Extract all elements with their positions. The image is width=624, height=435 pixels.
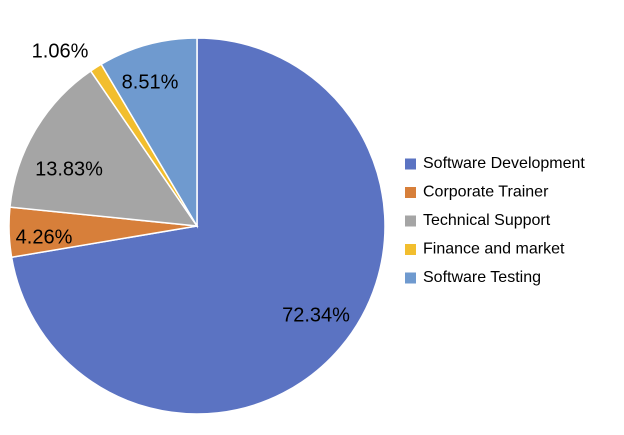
data-labels: 72.34% 4.26% 13.83% 1.06% 8.51% — [16, 40, 350, 326]
data-label-software-development: 72.34% — [282, 304, 350, 326]
legend-swatch-software-testing — [405, 272, 416, 284]
legend-label-technical-support: Technical Support — [423, 212, 551, 229]
legend-label-software-development: Software Development — [423, 155, 585, 172]
legend-label-software-testing: Software Testing — [423, 269, 541, 286]
data-label-software-testing: 8.51% — [122, 71, 179, 93]
legend-swatch-technical-support — [405, 215, 416, 227]
legend-swatch-finance-and-market — [405, 244, 416, 255]
legend-swatch-software-development — [405, 158, 416, 170]
legend-swatch-corporate-trainer — [405, 187, 416, 198]
data-label-finance-and-market: 1.06% — [32, 40, 89, 62]
legend: Software Development Corporate Trainer Tec… — [405, 155, 585, 286]
legend-label-finance-and-market: Finance and market — [423, 241, 565, 258]
data-label-technical-support: 13.83% — [35, 158, 103, 180]
pie-slice-software-development — [10, 37, 386, 415]
legend-label-corporate-trainer: Corporate Trainer — [423, 184, 549, 201]
pie-slice-software-testing — [100, 37, 198, 229]
data-label-corporate-trainer: 4.26% — [16, 226, 73, 248]
pie-slice-technical-support — [9, 69, 199, 227]
pie-slices — [8, 37, 386, 415]
